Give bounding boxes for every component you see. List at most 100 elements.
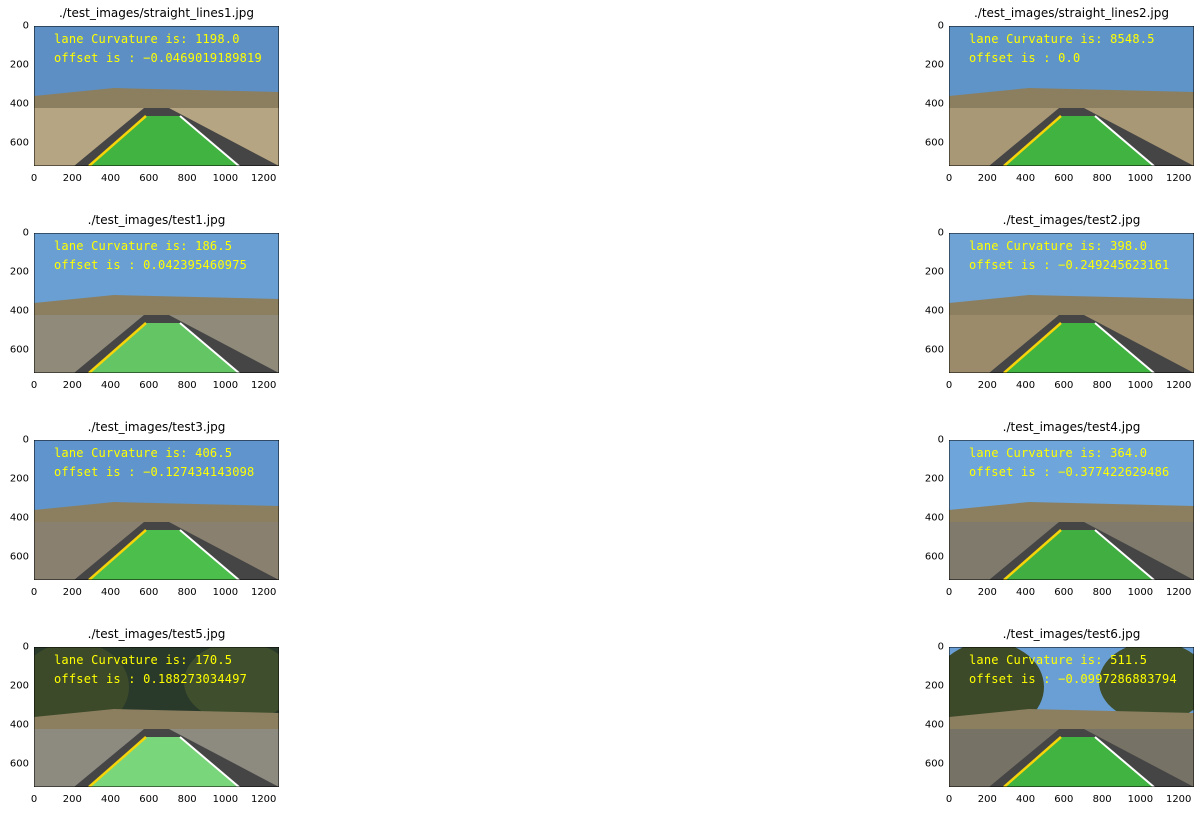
right-lane-line — [179, 529, 240, 580]
y-tick-label: 0 — [937, 227, 944, 239]
left-lane-line — [88, 115, 147, 166]
right-lane-line — [1094, 736, 1155, 787]
x-tick-label: 1200 — [250, 380, 277, 391]
y-tick-label: 600 — [924, 551, 944, 563]
panel-title: ./test_images/test2.jpg — [1002, 213, 1141, 227]
x-tick-label: 600 — [1054, 587, 1074, 598]
x-tick-label: 400 — [1016, 173, 1036, 184]
y-tick-label: 400 — [9, 512, 29, 524]
x-tick-label: 400 — [101, 794, 121, 805]
y-tick-label: 600 — [924, 344, 944, 356]
x-tick-label: 800 — [177, 587, 197, 598]
lane-overlay — [89, 737, 239, 787]
y-tick-label: 400 — [924, 305, 944, 317]
x-tick-label: 1000 — [212, 587, 239, 598]
tree — [184, 647, 279, 722]
y-tick-label: 0 — [937, 434, 944, 446]
panel-title: ./test_images/test6.jpg — [1002, 627, 1141, 641]
x-tick-label: 400 — [1016, 587, 1036, 598]
x-tick-label: 200 — [62, 794, 82, 805]
panel-title: ./test_images/test4.jpg — [1002, 420, 1141, 434]
offset-text: offset is : 0.0 — [969, 51, 1081, 65]
x-tick-label: 0 — [30, 587, 38, 598]
y-tick-label: 400 — [924, 512, 944, 524]
y-tick-label: 0 — [22, 227, 29, 239]
right-lane-line — [1094, 322, 1155, 373]
panel-title: ./test_images/straight_lines2.jpg — [973, 6, 1169, 20]
x-tick-label: 800 — [177, 173, 197, 184]
left-lane-line — [88, 529, 147, 580]
x-tick-label: 400 — [101, 587, 121, 598]
subplot-panel-2: ./test_images/straight_lines2.jpg lane C… — [925, 6, 1194, 196]
y-tick-label: 200 — [924, 473, 944, 485]
x-tick-label: 800 — [1092, 794, 1112, 805]
y-tick-label: 200 — [924, 680, 944, 692]
y-tick-label: 600 — [9, 344, 29, 356]
curvature-text: lane Curvature is: 8548.5 — [969, 32, 1155, 46]
x-tick-label: 200 — [977, 173, 997, 184]
x-tick-label: 0 — [30, 794, 38, 805]
x-tick-label: 400 — [1016, 380, 1036, 391]
road-image — [34, 647, 279, 787]
right-lane-line — [179, 736, 240, 787]
left-lane-line — [1003, 322, 1062, 373]
x-tick-label: 600 — [1054, 380, 1074, 391]
x-tick-label: 0 — [30, 173, 38, 184]
x-tick-label: 800 — [177, 794, 197, 805]
x-tick-label: 200 — [62, 380, 82, 391]
x-tick-label: 200 — [977, 380, 997, 391]
subplot-panel-6: ./test_images/test4.jpg lane Curvature i… — [925, 420, 1194, 610]
x-tick-label: 1000 — [212, 380, 239, 391]
x-tick-label: 1200 — [1165, 587, 1192, 598]
x-tick-label: 1200 — [1165, 794, 1192, 805]
subplot-panel-7: ./test_images/test5.jpg lane Curvature i… — [10, 627, 279, 817]
tree — [1099, 647, 1194, 722]
lane-overlay — [89, 323, 239, 373]
x-tick-label: 0 — [945, 794, 953, 805]
x-tick-label: 1200 — [250, 794, 277, 805]
road-image — [34, 440, 279, 580]
y-tick-label: 400 — [9, 719, 29, 731]
y-tick-label: 600 — [9, 551, 29, 563]
x-tick-label: 1000 — [1127, 794, 1154, 805]
y-tick-label: 200 — [924, 59, 944, 71]
curvature-text: lane Curvature is: 511.5 — [969, 653, 1148, 667]
x-tick-label: 400 — [101, 380, 121, 391]
y-tick-label: 200 — [9, 59, 29, 71]
x-tick-label: 600 — [139, 380, 159, 391]
offset-text: offset is : −0.249245623161 — [969, 258, 1170, 272]
right-lane-line — [179, 115, 240, 166]
x-tick-label: 400 — [101, 173, 121, 184]
curvature-text: lane Curvature is: 364.0 — [969, 446, 1148, 460]
y-tick-label: 0 — [22, 641, 29, 653]
x-tick-label: 0 — [30, 380, 38, 391]
x-tick-label: 1000 — [1127, 380, 1154, 391]
x-tick-label: 800 — [1092, 173, 1112, 184]
x-tick-label: 1000 — [1127, 587, 1154, 598]
curvature-text: lane Curvature is: 186.5 — [54, 239, 233, 253]
y-tick-label: 0 — [937, 641, 944, 653]
y-tick-label: 200 — [924, 266, 944, 278]
y-tick-label: 400 — [9, 98, 29, 110]
y-tick-label: 200 — [9, 266, 29, 278]
y-tick-label: 400 — [924, 98, 944, 110]
x-tick-label: 1200 — [1165, 173, 1192, 184]
subplot-panel-8: ./test_images/test6.jpg lane Curvature i… — [925, 627, 1194, 817]
lane-overlay — [1004, 323, 1154, 373]
x-tick-label: 600 — [139, 587, 159, 598]
panel-title: ./test_images/test1.jpg — [87, 213, 226, 227]
y-tick-label: 0 — [22, 434, 29, 446]
y-tick-label: 0 — [22, 20, 29, 32]
x-tick-label: 1200 — [250, 173, 277, 184]
curvature-text: lane Curvature is: 1198.0 — [54, 32, 240, 46]
road-image — [949, 233, 1194, 373]
panel-title: ./test_images/test5.jpg — [87, 627, 226, 641]
road-image — [949, 647, 1194, 787]
x-tick-label: 200 — [977, 794, 997, 805]
y-tick-label: 200 — [9, 680, 29, 692]
y-tick-label: 600 — [9, 137, 29, 149]
y-tick-label: 400 — [924, 719, 944, 731]
x-tick-label: 800 — [1092, 587, 1112, 598]
x-tick-label: 0 — [945, 380, 953, 391]
offset-text: offset is : −0.0469019189819 — [54, 51, 262, 65]
